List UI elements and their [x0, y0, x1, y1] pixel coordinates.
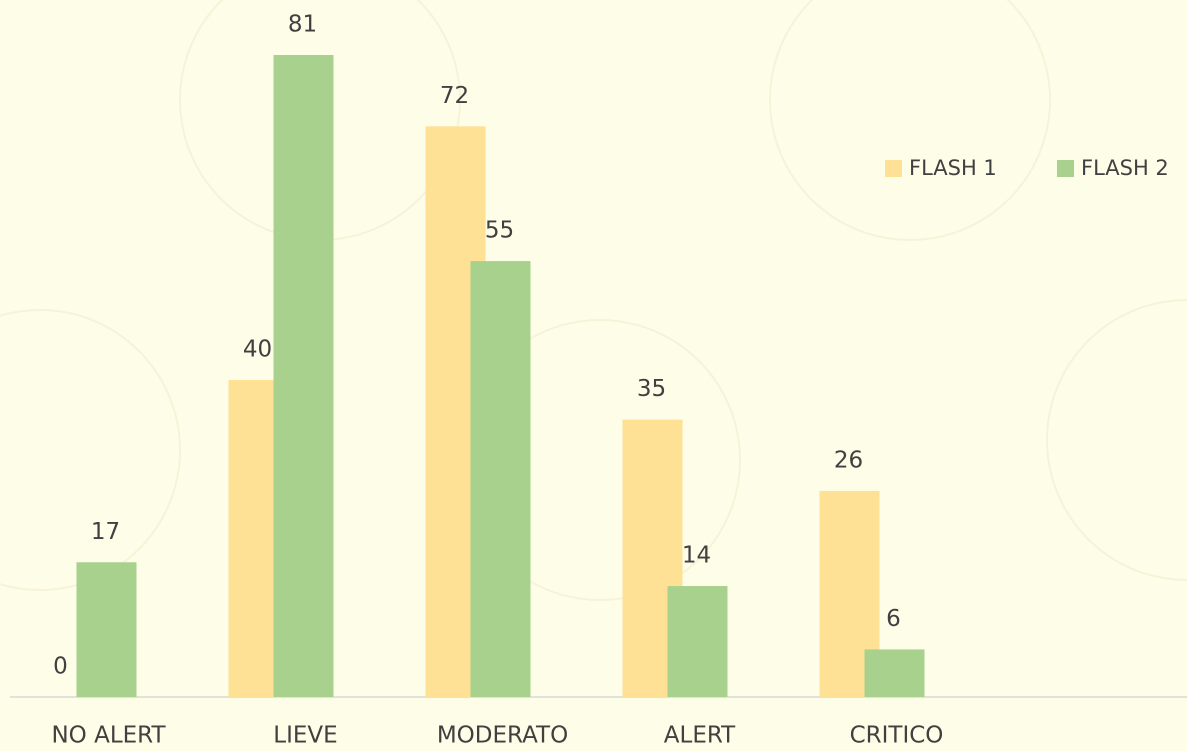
- data-label: 81: [288, 12, 317, 38]
- data-label: 26: [834, 447, 863, 473]
- bar: [470, 261, 531, 697]
- data-label: 55: [485, 218, 514, 244]
- data-label: 6: [886, 606, 901, 632]
- x-tick-label: LIEVE: [273, 723, 337, 749]
- x-tick-label: CRITICO: [850, 723, 944, 749]
- x-tick-label: NO ALERT: [51, 723, 166, 749]
- data-label: 35: [637, 376, 666, 402]
- data-label: 40: [243, 336, 272, 362]
- bar: [667, 586, 728, 697]
- data-label: 72: [440, 83, 469, 109]
- data-label: 17: [91, 519, 120, 545]
- legend-swatch: [1057, 160, 1074, 177]
- data-label: 0: [53, 654, 68, 680]
- x-tick-label: MODERATO: [437, 723, 568, 749]
- data-label: 14: [682, 543, 711, 569]
- legend-label: FLASH 1: [909, 156, 997, 180]
- bar: [864, 649, 925, 697]
- x-tick-label: ALERT: [664, 723, 736, 749]
- legend-swatch: [885, 160, 902, 177]
- bar: [76, 562, 137, 697]
- legend-label: FLASH 2: [1081, 156, 1169, 180]
- bar: [273, 55, 334, 697]
